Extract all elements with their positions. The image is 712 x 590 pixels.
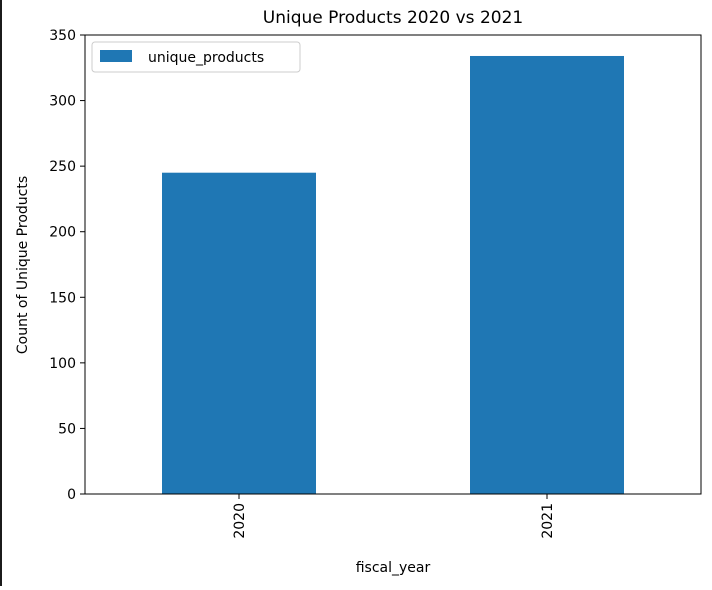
legend: unique_products: [91, 41, 301, 73]
plot-frame: [84, 34, 702, 495]
legend-label: unique_products: [148, 50, 264, 66]
y-tick-label: 300: [49, 94, 76, 110]
legend-swatch: [100, 50, 132, 62]
window-edge: [0, 0, 2, 586]
x-tick-label: 2020: [232, 503, 248, 539]
x-axis-label: fiscal_year: [356, 560, 431, 576]
x-tick-label: 2021: [540, 503, 556, 539]
y-tick-label: 50: [58, 421, 76, 437]
y-tick-label: 0: [67, 487, 76, 503]
x-axis-ticks: 2020 2021: [232, 494, 556, 539]
chart-title: Unique Products 2020 vs 2021: [263, 8, 523, 28]
y-axis-label: Count of Unique Products: [15, 176, 31, 354]
y-tick-label: 200: [49, 225, 76, 241]
y-tick-label: 250: [49, 159, 76, 175]
bars-group: [162, 55, 624, 495]
y-axis-ticks: 0 50 100 150 200 250 300 350: [49, 28, 85, 503]
y-tick-label: 350: [49, 28, 76, 44]
bar-2020: [162, 172, 316, 494]
y-tick-label: 100: [49, 356, 76, 372]
legend-box: [91, 41, 301, 73]
bar-2021: [470, 55, 624, 495]
y-tick-label: 150: [49, 290, 76, 306]
